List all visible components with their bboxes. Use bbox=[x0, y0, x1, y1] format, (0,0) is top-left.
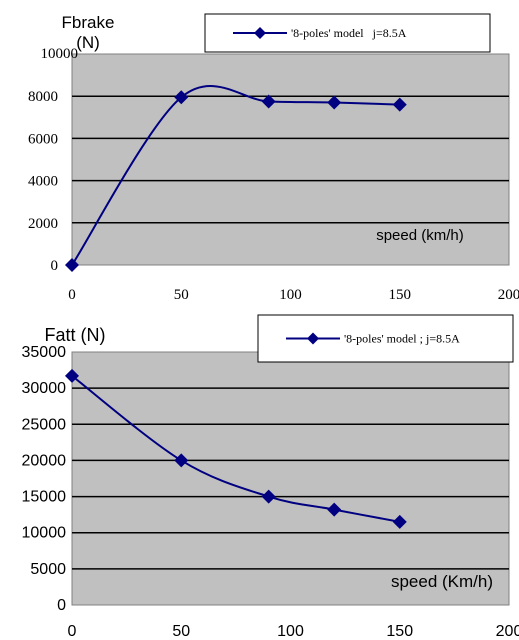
data-point-marker bbox=[327, 95, 342, 110]
y-axis-label: Fatt (N) bbox=[45, 325, 106, 345]
x-tick-label: 0 bbox=[68, 287, 76, 303]
series-line bbox=[71, 85, 400, 266]
legend-marker bbox=[307, 332, 319, 345]
y-axis-label: Fbrake bbox=[62, 13, 115, 32]
data-point-marker bbox=[65, 368, 79, 383]
legend-label: '8-poles' model j=8.5A bbox=[291, 26, 407, 40]
y-tick-label: 2000 bbox=[28, 216, 58, 232]
chart-1: 0 2000 4000 6000 8000 10000 0 50 100 150 200 Fbrake… bbox=[28, 13, 519, 303]
data-point-marker bbox=[392, 514, 407, 529]
x-tick-label: 50 bbox=[174, 287, 189, 303]
x-axis-label: speed (km/h) bbox=[376, 227, 464, 244]
x-tick-label: 100 bbox=[279, 287, 302, 303]
x-axis-label: speed (Km/h) bbox=[391, 572, 493, 591]
data-point-marker bbox=[261, 94, 276, 109]
chart-2: 0 5000 10000 15000 20000 25000 30000 35000 0 50 10… bbox=[22, 314, 519, 640]
y-tick-label: 4000 bbox=[28, 174, 58, 190]
y-tick-label: 35000 bbox=[22, 344, 67, 361]
y-tick-label: 10000 bbox=[22, 525, 67, 542]
series-line bbox=[71, 375, 400, 523]
legend-marker bbox=[254, 27, 266, 39]
x-tick-label: 100 bbox=[277, 623, 304, 640]
y-tick-label: 0 bbox=[57, 597, 66, 614]
y-tick-label: 8000 bbox=[28, 89, 58, 105]
x-tick-label: 150 bbox=[389, 287, 412, 303]
legend-label: '8-poles' model ; j=8.5A bbox=[344, 332, 460, 346]
plot-area bbox=[71, 53, 510, 266]
y-tick-label: 30000 bbox=[22, 380, 67, 397]
x-tick-label: 150 bbox=[386, 623, 413, 640]
y-tick-label: 5000 bbox=[30, 561, 66, 578]
data-point-marker bbox=[65, 258, 79, 272]
data-point-marker bbox=[327, 502, 342, 517]
x-tick-label: 200 bbox=[498, 287, 519, 303]
y-tick-label: 6000 bbox=[28, 131, 58, 147]
plot-area bbox=[71, 351, 510, 606]
x-tick-label: 50 bbox=[172, 623, 190, 640]
y-tick-label: 10000 bbox=[41, 46, 79, 62]
data-point-marker bbox=[261, 489, 276, 504]
data-point-marker bbox=[174, 453, 189, 468]
data-point-marker bbox=[392, 97, 407, 112]
y-tick-label: 25000 bbox=[22, 416, 67, 433]
y-axis-label: (N) bbox=[76, 33, 100, 52]
y-tick-label: 0 bbox=[51, 258, 59, 274]
data-point-marker bbox=[174, 90, 189, 105]
x-tick-label: 0 bbox=[68, 623, 77, 640]
y-tick-label: 15000 bbox=[22, 489, 67, 506]
y-tick-label: 20000 bbox=[22, 452, 67, 469]
x-tick-label: 200 bbox=[496, 623, 519, 640]
